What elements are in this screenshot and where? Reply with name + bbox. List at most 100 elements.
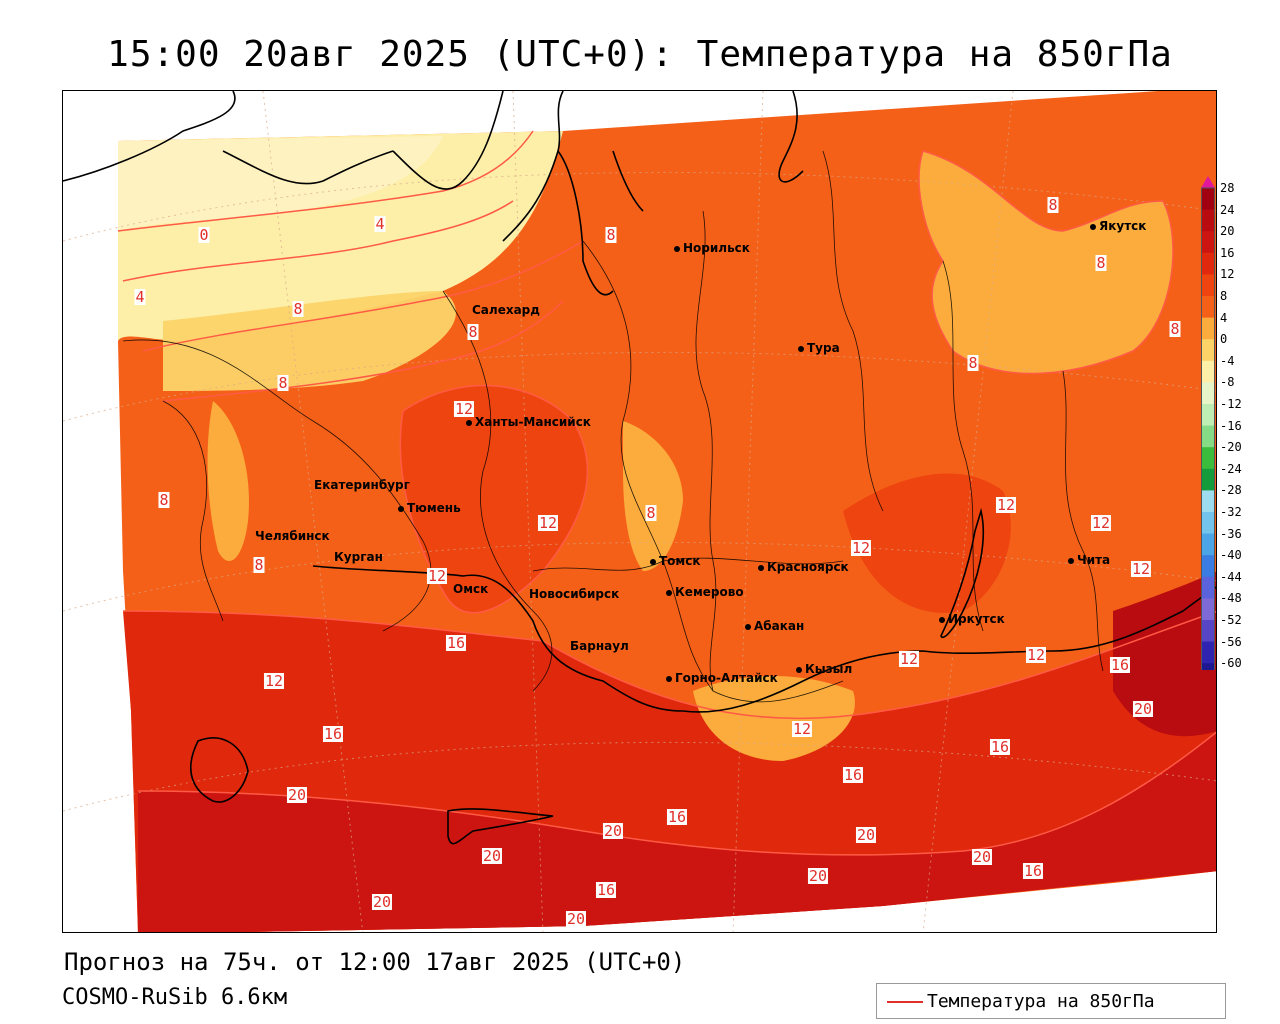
city-krasnoyarsk: Красноярск (758, 560, 849, 574)
colorbar-tick-label: 8 (1220, 289, 1228, 303)
contour-label: 8 (277, 374, 289, 392)
contour-label: 20 (971, 848, 993, 866)
contour-label: 8 (605, 226, 617, 244)
colorbar-tick-label: -60 (1220, 656, 1242, 671)
contour-label: 4 (134, 288, 146, 306)
colorbar-tick-label: 28 (1220, 181, 1235, 195)
contour-label: 12 (426, 567, 448, 585)
city-dot-icon (939, 616, 945, 623)
colorbar-tick-label: -44 (1220, 569, 1242, 584)
contour-label: 20 (855, 826, 877, 844)
contour-label: 12 (1090, 514, 1112, 532)
colorbar-tick-label: -20 (1220, 440, 1242, 455)
colorbar-swatch (1201, 317, 1215, 340)
city-dot-icon (745, 623, 751, 630)
colorbar-tick-label: -24 (1220, 461, 1242, 476)
contour-label: 16 (1109, 656, 1131, 674)
city-dot-icon (466, 419, 472, 426)
city-dot-icon (1068, 557, 1074, 564)
colorbar-swatch (1201, 360, 1215, 383)
contour-label: 16 (595, 881, 617, 899)
contour-label: 12 (791, 720, 813, 738)
colorbar-swatch (1201, 512, 1215, 535)
city-tyumen: Тюмень (398, 501, 461, 515)
temperature-field (63, 91, 1216, 932)
map-title: 15:00 20авг 2025 (UTC+0): Температура на… (107, 34, 1173, 75)
forecast-map (62, 90, 1217, 933)
colorbar-swatch (1201, 533, 1215, 556)
contour-label: 20 (1132, 700, 1154, 718)
contour-label: 12 (453, 400, 475, 418)
contour-label: 16 (842, 766, 864, 784)
contour-label: 0 (198, 226, 210, 244)
contour-label: 20 (481, 847, 503, 865)
colorbar-swatch (1201, 274, 1215, 297)
contour-label: 8 (1047, 196, 1059, 214)
city-novosibirsk: Новосибирск (529, 587, 620, 601)
contour-label: 20 (807, 867, 829, 885)
city-dot-icon (666, 675, 672, 682)
contour-label: 20 (565, 910, 587, 928)
city-khanty-mansiysk: Ханты-Мансийск (466, 415, 591, 429)
city-tura: Тура (798, 341, 840, 355)
city-barnaul: Барнаул (570, 639, 629, 653)
colorbar-tick-label: -36 (1220, 526, 1242, 541)
colorbar-tick-label: -8 (1220, 375, 1235, 390)
city-kyzyl: Кызыл (796, 662, 852, 676)
colorbar-swatch (1201, 252, 1215, 275)
contour-label: 12 (1130, 560, 1152, 578)
model-name: COSMO-RuSib 6.6км (62, 985, 288, 1010)
colorbar-swatch (1201, 188, 1215, 211)
contour-label: 8 (967, 354, 979, 372)
forecast-info: Прогноз на 75ч. от 12:00 17авг 2025 (UTC… (64, 948, 686, 976)
colorbar-swatch (1201, 490, 1215, 513)
contour-label: 8 (158, 491, 170, 509)
contour-label: 8 (292, 300, 304, 318)
city-dot-icon (674, 245, 680, 252)
colorbar-tick-label: 20 (1220, 224, 1235, 239)
city-dot-icon (798, 345, 804, 352)
contour-label: 16 (989, 738, 1011, 756)
contour-label: 16 (445, 634, 467, 652)
colorbar-tick-label: -32 (1220, 505, 1242, 519)
contour-label: 20 (602, 822, 624, 840)
contour-label: 20 (286, 786, 308, 804)
contour-label: 12 (263, 672, 285, 690)
contour-label: 4 (374, 215, 386, 233)
city-dot-icon (796, 666, 802, 673)
city-abakan: Абакан (745, 619, 804, 633)
colorbar-swatch (1201, 404, 1215, 427)
city-kurgan: Курган (334, 550, 383, 564)
colorbar-swatch (1201, 339, 1215, 362)
city-norilsk: Норильск (674, 241, 750, 255)
city-salekhard: Салехард (472, 303, 540, 317)
colorbar-swatch (1201, 598, 1215, 621)
contour-label: 8 (467, 323, 479, 341)
contour-label: 8 (1095, 254, 1107, 272)
colorbar-tick-label: -28 (1220, 483, 1242, 498)
contour-label: 8 (1169, 320, 1181, 338)
colorbar-swatch (1201, 620, 1215, 643)
colorbar (1201, 176, 1215, 686)
city-dot-icon (398, 505, 404, 512)
city-ekaterinburg: Екатеринбург (314, 478, 410, 492)
city-dot-icon (758, 564, 764, 571)
city-gorno-altaysk: Горно-Алтайск (666, 671, 778, 685)
colorbar-tick-label: 4 (1220, 310, 1228, 325)
colorbar-tick-label: -40 (1220, 548, 1242, 563)
contour-label: 12 (537, 514, 559, 532)
colorbar-swatch (1201, 447, 1215, 470)
colorbar-tick-label: -48 (1220, 591, 1242, 606)
city-dot-icon (650, 558, 656, 565)
legend-line-swatch (887, 1001, 923, 1003)
colorbar-swatch (1201, 425, 1215, 448)
city-yakutsk: Якутск (1090, 219, 1146, 233)
city-omsk: Омск (453, 582, 489, 596)
city-dot-icon (666, 589, 672, 596)
contour-label: 8 (253, 556, 265, 574)
colorbar-tick-label: 16 (1220, 245, 1235, 260)
colorbar-tick-label: 24 (1220, 202, 1235, 217)
colorbar-swatch (1201, 641, 1215, 664)
contour-label: 16 (1022, 862, 1044, 880)
contour-label: 16 (666, 808, 688, 826)
